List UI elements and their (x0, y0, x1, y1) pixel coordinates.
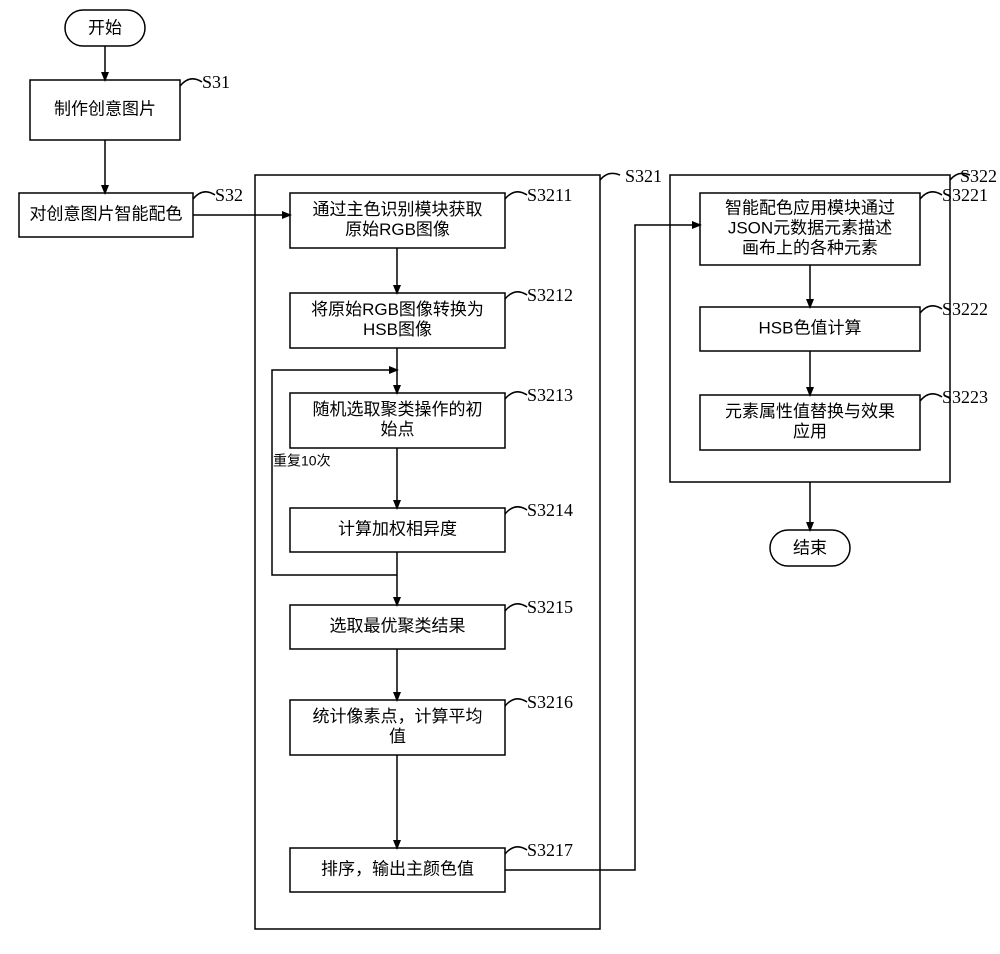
loop-label: 重复10次 (273, 453, 331, 469)
box-S3216: 统计像素点，计算平均值 S3216 (290, 692, 573, 755)
svg-text:开始: 开始 (88, 18, 122, 37)
box-S3215: 选取最优聚类结果 S3215 (290, 597, 573, 649)
box-S31: 制作创意图片 S31 (30, 72, 230, 140)
label-S3216: S3216 (527, 692, 573, 712)
box-text-S3222-0: HSB色值计算 (759, 318, 862, 337)
box-S3221: 智能配色应用模块通过JSON元数据元素描述画布上的各种元素 S3221 (700, 185, 988, 265)
label-S31: S31 (202, 72, 230, 92)
box-S3214: 计算加权相异度 S3214 (290, 500, 573, 552)
box-text-S3215-0: 选取最优聚类结果 (330, 616, 466, 635)
label-S3223: S3223 (942, 387, 988, 407)
box-S3222: HSB色值计算 S3222 (700, 299, 988, 351)
terminator-start: 开始 (65, 10, 145, 46)
box-text-S3221-1: JSON元数据元素描述 (728, 218, 892, 237)
label-S32: S32 (215, 185, 243, 205)
flowchart-canvas: S321 S322 开始 结束 制作创意图片 S31 对创意图片智能配色 S32 通过主… (0, 0, 1000, 954)
box-text-S3213-0: 随机选取聚类操作的初 (313, 400, 483, 419)
box-text-S31-0: 制作创意图片 (54, 99, 156, 118)
box-S3223: 元素属性值替换与效果应用 S3223 (700, 387, 988, 450)
label-S3217: S3217 (527, 840, 573, 860)
terminator-end: 结束 (770, 530, 850, 566)
box-text-S3212-0: 将原始RGB图像转换为 (311, 300, 484, 319)
box-text-S32-0: 对创意图片智能配色 (30, 204, 183, 223)
box-S3217: 排序，输出主颜色值 S3217 (290, 840, 573, 892)
box-text-S3223-0: 元素属性值替换与效果 (725, 402, 895, 421)
label-S322: S322 (960, 166, 997, 186)
box-text-S3217-0: 排序，输出主颜色值 (321, 859, 474, 878)
box-text-S3221-0: 智能配色应用模块通过 (725, 198, 895, 217)
svg-text:结束: 结束 (793, 538, 827, 557)
box-text-S3216-1: 值 (389, 727, 406, 746)
label-S3221: S3221 (942, 185, 988, 205)
label-S3222: S3222 (942, 299, 988, 319)
box-text-S3211-0: 通过主色识别模块获取 (313, 200, 483, 219)
label-S3213: S3213 (527, 385, 573, 405)
box-S3212: 将原始RGB图像转换为HSB图像 S3212 (290, 285, 573, 348)
label-S321: S321 (625, 166, 662, 186)
box-text-S3211-1: 原始RGB图像 (345, 220, 450, 239)
box-text-S3212-1: HSB图像 (363, 320, 432, 339)
box-S3211: 通过主色识别模块获取原始RGB图像 S3211 (290, 185, 572, 248)
label-S3212: S3212 (527, 285, 573, 305)
box-text-S3214-0: 计算加权相异度 (338, 519, 457, 538)
box-S3213: 随机选取聚类操作的初始点 S3213 (290, 385, 573, 448)
box-S32: 对创意图片智能配色 S32 (19, 185, 243, 237)
box-text-S3221-2: 画布上的各种元素 (742, 238, 878, 257)
box-text-S3216-0: 统计像素点，计算平均 (313, 707, 483, 726)
label-S3214: S3214 (527, 500, 573, 520)
box-text-S3223-1: 应用 (793, 422, 827, 441)
label-S3215: S3215 (527, 597, 573, 617)
box-text-S3213-1: 始点 (381, 420, 415, 439)
label-S3211: S3211 (527, 185, 572, 205)
